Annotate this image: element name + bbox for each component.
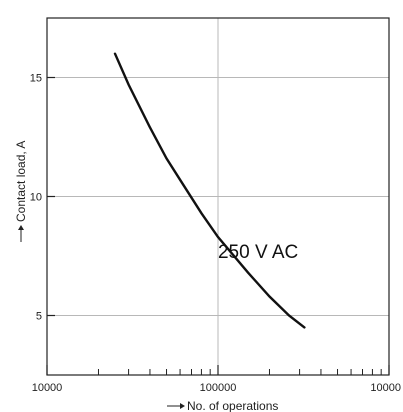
x-axis-title: No. of operations <box>167 399 278 412</box>
y-tick-label: 15 <box>30 73 42 85</box>
y-tick-label: 10 <box>30 192 42 204</box>
x-tick-label: 100000 <box>200 382 237 394</box>
annotation-250v-ac: 250 V AC <box>218 242 298 263</box>
grid-lines <box>47 18 389 375</box>
y-tick-label: 5 <box>36 311 42 323</box>
series-line-250v-ac <box>113 52 306 329</box>
y-axis-title: Contact load, A <box>14 141 28 242</box>
plot-frame <box>46 17 390 376</box>
y-axis-arrow-head-icon <box>18 225 24 230</box>
x-axis-label: No. of operations <box>187 399 278 412</box>
x-tick-label: 10000 <box>370 382 401 394</box>
minor-ticks <box>97 369 382 375</box>
x-axis-arrow-head-icon <box>180 403 185 409</box>
x-tick-label: 10000 <box>32 382 63 394</box>
x-tick-labels: 10000 100000 10000 <box>32 382 401 394</box>
y-axis-label: Contact load, A <box>14 141 28 222</box>
y-tick-labels: 5 10 15 <box>30 73 42 323</box>
